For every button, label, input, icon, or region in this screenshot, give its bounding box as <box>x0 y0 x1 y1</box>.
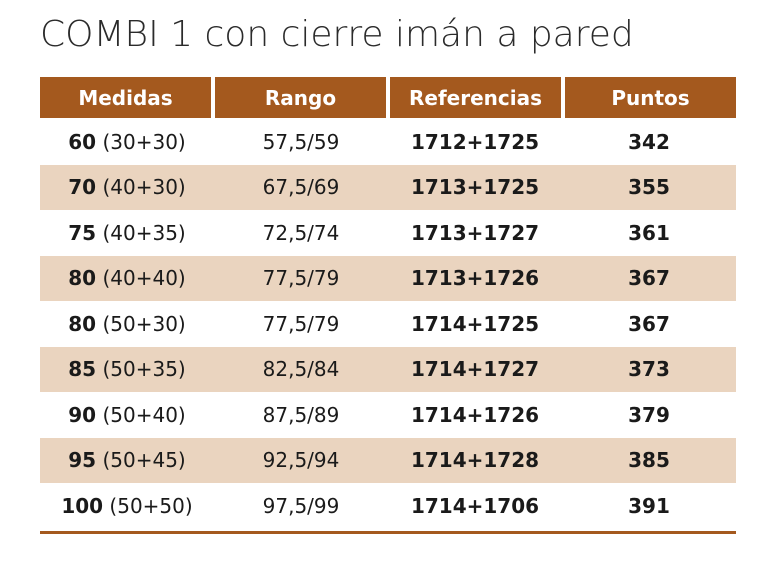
table-row: 70 (40+30) 67,5/69 1713+1725 355 <box>40 164 736 210</box>
header-puntos: Puntos <box>565 77 736 118</box>
cell-puntos: 385 <box>628 448 670 473</box>
cell-rango: 92,5/94 <box>262 448 340 473</box>
size-value: 75 <box>68 220 97 245</box>
cell-medidas: 75 (40+35) <box>40 221 214 245</box>
cell-rango: 67,5/69 <box>262 175 340 200</box>
cell-puntos: 367 <box>628 266 670 291</box>
cell-referencias: 1714+1728 <box>410 448 540 473</box>
cell-referencias: 1714+1706 <box>410 493 540 518</box>
header-referencias: Referencias <box>390 77 561 118</box>
cell-referencias: 1714+1727 <box>410 357 540 382</box>
cell-puntos: 379 <box>628 402 670 427</box>
table-row: 80 (40+40) 77,5/79 1713+1726 367 <box>40 255 736 301</box>
cell-medidas: 80 (40+40) <box>40 266 214 290</box>
cell-rango: 77,5/79 <box>262 311 340 336</box>
size-value: 80 <box>68 311 97 336</box>
size-split: (50+45) <box>102 448 186 473</box>
cell-referencias: 1713+1727 <box>410 220 540 245</box>
cell-puntos: 391 <box>628 493 670 518</box>
size-value: 80 <box>68 266 97 291</box>
size-split: (40+30) <box>102 175 186 200</box>
size-split: (50+30) <box>102 311 186 336</box>
cell-referencias: 1714+1726 <box>410 402 540 427</box>
size-value: 70 <box>68 175 97 200</box>
table-row: 100 (50+50) 97,5/99 1714+1706 391 <box>40 483 736 529</box>
cell-puntos: 361 <box>628 220 670 245</box>
size-split: (50+35) <box>102 357 186 382</box>
size-split: (40+35) <box>102 220 186 245</box>
cropped-footnote <box>40 538 736 548</box>
cell-rango: 87,5/89 <box>262 402 340 427</box>
cell-puntos: 355 <box>628 175 670 200</box>
table-body: 60 (30+30) 57,5/59 1712+1725 342 70 (40+30) 6… <box>40 119 736 529</box>
table-row: 95 (50+45) 92,5/94 1714+1728 385 <box>40 437 736 483</box>
cell-referencias: 1713+1725 <box>410 175 540 200</box>
cell-rango: 72,5/74 <box>262 220 340 245</box>
cell-medidas: 70 (40+30) <box>40 175 214 199</box>
size-split: (40+40) <box>102 266 186 291</box>
header-medidas: Medidas <box>40 77 211 118</box>
cell-medidas: 80 (50+30) <box>40 312 214 336</box>
table-row: 80 (50+30) 77,5/79 1714+1725 367 <box>40 301 736 347</box>
table-row: 85 (50+35) 82,5/84 1714+1727 373 <box>40 346 736 392</box>
cell-rango: 97,5/99 <box>262 493 340 518</box>
size-value: 95 <box>68 448 97 473</box>
table-row: 75 (40+35) 72,5/74 1713+1727 361 <box>40 210 736 256</box>
size-value: 90 <box>68 402 97 427</box>
table-header: Medidas Rango Referencias Puntos <box>40 77 736 118</box>
table-row: 90 (50+40) 87,5/89 1714+1726 379 <box>40 392 736 438</box>
cell-rango: 82,5/84 <box>262 357 340 382</box>
sizes-table: Medidas Rango Referencias Puntos 60 (30+… <box>40 77 736 534</box>
size-value: 60 <box>68 129 97 154</box>
cell-puntos: 367 <box>628 311 670 336</box>
cell-medidas: 60 (30+30) <box>40 130 214 154</box>
table-row: 60 (30+30) 57,5/59 1712+1725 342 <box>40 119 736 165</box>
cell-rango: 57,5/59 <box>262 129 340 154</box>
cell-medidas: 85 (50+35) <box>40 357 214 381</box>
cell-referencias: 1712+1725 <box>410 129 540 154</box>
size-value: 85 <box>68 357 97 382</box>
cell-puntos: 373 <box>628 357 670 382</box>
size-value: 100 <box>61 493 104 518</box>
cell-medidas: 100 (50+50) <box>40 494 214 518</box>
cell-medidas: 90 (50+40) <box>40 403 214 427</box>
header-rango: Rango <box>215 77 386 118</box>
cell-referencias: 1714+1725 <box>410 311 540 336</box>
cell-puntos: 342 <box>628 129 670 154</box>
size-split: (50+40) <box>102 402 186 427</box>
cell-rango: 77,5/79 <box>262 266 340 291</box>
cell-medidas: 95 (50+45) <box>40 448 214 472</box>
page-title: COMBI 1 con cierre imán a pared <box>40 14 634 55</box>
size-split: (50+50) <box>109 493 193 518</box>
cell-referencias: 1713+1726 <box>410 266 540 291</box>
table-bottom-rule <box>40 530 736 534</box>
size-split: (30+30) <box>102 129 186 154</box>
